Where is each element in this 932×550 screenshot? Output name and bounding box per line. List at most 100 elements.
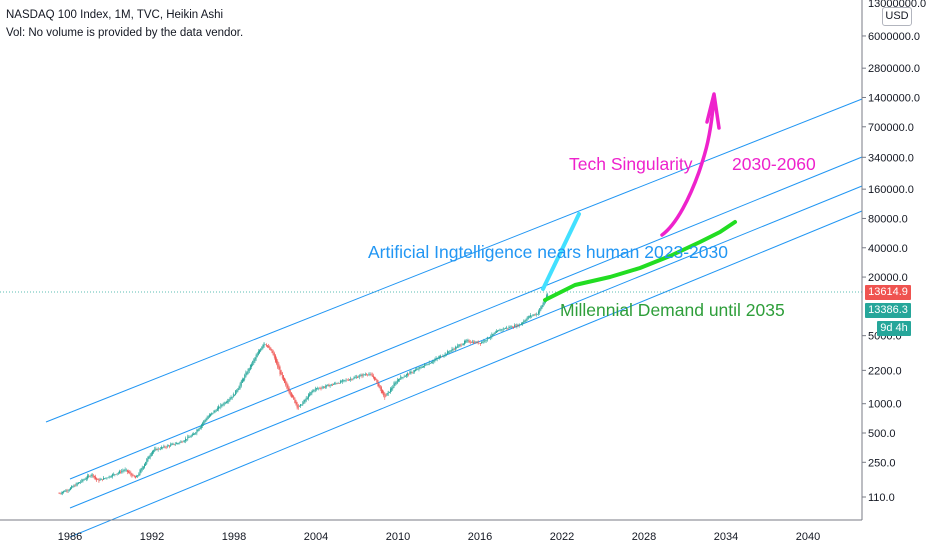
candle-up xyxy=(222,404,224,406)
candle-up xyxy=(193,433,194,436)
candle-up xyxy=(360,374,362,377)
candle-up xyxy=(399,379,401,381)
candle-up xyxy=(426,364,428,366)
candle-up xyxy=(138,473,140,476)
x-tick-label: 2028 xyxy=(632,531,656,543)
candle-up xyxy=(213,410,215,414)
y-axis-top-partial-label: 13000000.0 xyxy=(868,0,926,10)
channel-line-upper-mid xyxy=(69,156,863,480)
candle-up xyxy=(349,379,350,381)
candle-up xyxy=(439,356,440,359)
candle-up xyxy=(79,482,81,484)
candle-down xyxy=(92,474,94,477)
candle-up xyxy=(400,376,402,380)
candle-up xyxy=(311,390,313,394)
candle-up xyxy=(241,379,243,383)
y-tick-label: 2800000.0 xyxy=(868,63,920,75)
tech-singularity-label: Tech Singularity xyxy=(569,154,693,174)
singularity-curve xyxy=(660,94,716,237)
candle-up xyxy=(498,329,500,332)
candle-up xyxy=(490,336,492,339)
candle-up xyxy=(204,419,206,423)
candle-up xyxy=(341,381,342,383)
candle-up xyxy=(239,383,241,389)
candle-up xyxy=(214,410,216,413)
candle-up xyxy=(246,372,248,375)
candle-up xyxy=(423,365,424,368)
candle-up xyxy=(369,373,371,375)
candle-up xyxy=(68,489,70,491)
candle-up xyxy=(508,326,510,329)
candle-up xyxy=(76,483,78,485)
current-price-label: 13614.9 xyxy=(865,285,911,300)
candle-up xyxy=(305,397,307,401)
candle-up xyxy=(421,367,423,368)
candle-up xyxy=(500,329,502,331)
candle-up xyxy=(157,448,159,450)
candle-up xyxy=(354,376,356,379)
candle-down xyxy=(513,327,514,328)
candle-up xyxy=(398,378,399,382)
candle-up xyxy=(483,340,485,343)
candle-up xyxy=(154,448,156,452)
candle-down xyxy=(331,384,333,386)
candle-up xyxy=(75,483,77,487)
candle-up xyxy=(514,324,516,328)
candle-up xyxy=(442,356,444,357)
candle-down xyxy=(376,379,378,382)
currency-button[interactable]: USD xyxy=(882,7,912,26)
candle-up xyxy=(108,475,110,478)
candle-up xyxy=(208,414,210,418)
candle-up xyxy=(117,472,119,474)
candle-up xyxy=(392,386,394,390)
candle-down xyxy=(271,349,273,353)
channel-line-lower-mid xyxy=(69,185,863,509)
candle-down xyxy=(265,344,267,347)
candle-up xyxy=(189,436,191,438)
candle-up xyxy=(363,374,365,376)
candle-up xyxy=(401,376,403,379)
channel-line-top xyxy=(45,98,863,423)
candle-down xyxy=(96,477,98,481)
candle-down xyxy=(289,390,291,396)
candle-up xyxy=(329,385,331,386)
candle-up xyxy=(245,372,247,378)
candle-up xyxy=(432,361,434,363)
candle-up xyxy=(335,383,337,384)
candle-up xyxy=(147,456,149,462)
candles xyxy=(58,292,549,496)
candle-up xyxy=(107,477,109,479)
candle-up xyxy=(321,387,323,389)
candle-up xyxy=(244,374,246,380)
candle-up xyxy=(161,446,163,449)
candle-up xyxy=(535,313,537,315)
candle-down xyxy=(74,485,76,487)
candle-up xyxy=(125,469,127,471)
candle-up xyxy=(350,378,352,380)
candle-up xyxy=(172,443,174,445)
candle-down xyxy=(468,340,470,343)
candle-up xyxy=(195,432,197,434)
candle-up xyxy=(313,390,315,391)
candle-up xyxy=(211,412,213,415)
candle-up xyxy=(185,438,186,442)
candle-down xyxy=(285,380,287,385)
candle-up xyxy=(210,413,211,416)
candle-up xyxy=(410,371,412,373)
candle-up xyxy=(179,441,181,444)
candle-up xyxy=(178,443,180,444)
candle-up xyxy=(358,376,360,378)
candle-down xyxy=(126,469,128,473)
chart-title: NASDAQ 100 Index, 1M, TVC, Heikin Ashi xyxy=(6,9,224,21)
candle-up xyxy=(163,445,165,448)
candle-up xyxy=(402,377,404,378)
candle-up xyxy=(191,433,193,437)
candle-up xyxy=(114,474,116,475)
y-tick-label: 1400000.0 xyxy=(868,92,920,104)
candle-up xyxy=(63,490,65,493)
candle-down xyxy=(98,479,100,482)
candle-up xyxy=(82,479,84,481)
candle-up xyxy=(105,477,107,479)
candle-up xyxy=(452,348,454,350)
y-tick-label: 110.0 xyxy=(868,492,895,504)
